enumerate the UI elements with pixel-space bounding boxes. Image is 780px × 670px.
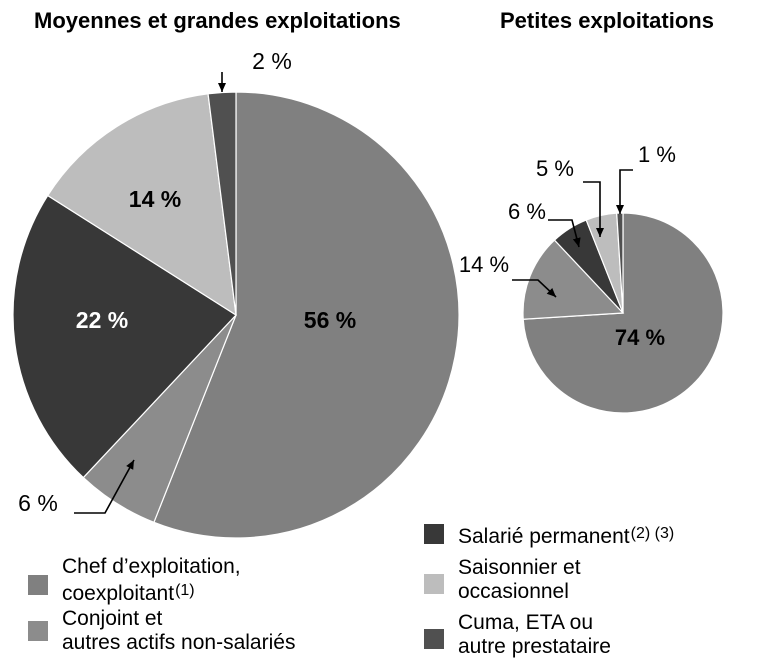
pie-small-farms: 74 % 14 % 6 % 5 % 1 %	[459, 142, 724, 414]
pie-slice-salarie	[12, 194, 237, 479]
legend-item-conjoint: Conjoint et autres actifs non-salariés	[28, 607, 295, 655]
legend-footnote: (1)	[175, 582, 195, 599]
legend-label-line2: autres actifs non-salariés	[62, 631, 296, 654]
slice-label-salarie: 22 %	[76, 307, 128, 333]
legend-item-chef: Chef d’exploitation, coexploitant(1)	[28, 555, 241, 606]
slice-label-saisonnier: 5 %	[536, 156, 574, 181]
pie-slice-cuma	[207, 91, 237, 316]
legend-label-line2: coexploitant	[62, 582, 175, 605]
legend-label-line1: Cuma, ETA ou	[458, 611, 594, 634]
slice-label-chef: 74 %	[615, 325, 665, 350]
legend-label-line1: Salarié permanent	[458, 525, 630, 548]
callout-arrow	[548, 219, 581, 248]
slice-label-cuma: 1 %	[638, 142, 676, 167]
pie-slice-chef	[153, 91, 460, 539]
pie-large-farms: 56 % 6 % 22 % 14 % 2 %	[12, 48, 460, 539]
slice-label-salarie: 6 %	[508, 199, 546, 224]
legend-swatch	[424, 574, 444, 594]
legend-label-line1: Saisonnier et	[458, 556, 581, 579]
label-callouts	[74, 72, 633, 514]
callout-arrow	[512, 279, 557, 298]
callout-arrow	[616, 169, 633, 214]
legend-item-salarie: Salarié permanent(2) (3)	[424, 522, 674, 549]
legend-footnote: (2) (3)	[630, 525, 675, 542]
callout-arrow	[583, 181, 604, 237]
pie-slice-saisonnier	[46, 93, 237, 317]
callout-arrow	[74, 459, 135, 514]
legend-label-line2: autre prestataire	[458, 635, 611, 658]
slice-label-conjoint: 14 %	[459, 252, 509, 277]
chart-title-small-farms: Petites exploitations	[500, 8, 714, 33]
legend-label-line1: Chef d’exploitation,	[62, 555, 241, 578]
chart-title-large-farms: Moyennes et grandes exploitations	[34, 8, 401, 33]
pie-slice-conjoint	[522, 239, 625, 320]
legend-swatch	[424, 629, 444, 649]
legend-swatch	[28, 621, 48, 641]
legend-item-cuma: Cuma, ETA ou autre prestataire	[424, 611, 611, 659]
legend-swatch	[28, 575, 48, 595]
legend-label-line2: occasionnel	[458, 580, 569, 603]
slice-label-saisonnier: 14 %	[129, 186, 181, 212]
legend-swatch	[424, 524, 444, 544]
legend-label-line1: Conjoint et	[62, 607, 163, 630]
slice-label-cuma: 2 %	[252, 48, 292, 74]
slice-label-chef: 56 %	[304, 307, 356, 333]
legend-item-saisonnier: Saisonnier et occasionnel	[424, 556, 581, 604]
slice-label-conjoint: 6 %	[18, 490, 58, 516]
